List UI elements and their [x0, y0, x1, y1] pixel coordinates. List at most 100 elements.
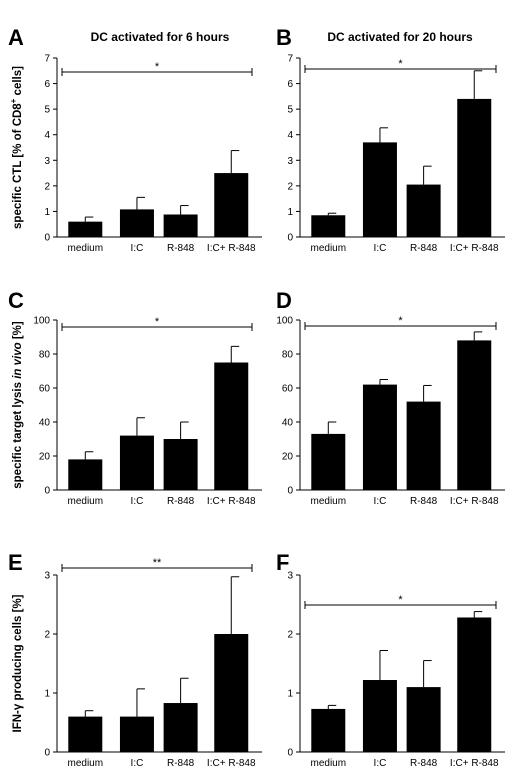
column-title-20h: DC activated for 20 hours: [327, 30, 473, 44]
category-label: I:C+ R-848: [207, 758, 256, 769]
y-tick-label: 0: [287, 233, 293, 244]
y-tick-label: 7: [287, 54, 293, 65]
category-label: I:C+ R-848: [450, 243, 499, 254]
bar: [163, 214, 198, 237]
bar: [214, 634, 249, 752]
y-tick-label: 60: [39, 384, 51, 395]
y-tick-label: 3: [44, 156, 50, 167]
bar: [163, 439, 198, 490]
y-axis-label: IFN-γ producing cells [%]: [12, 594, 24, 732]
bar: [457, 617, 492, 752]
category-label: I:C: [131, 758, 144, 769]
bar: [119, 435, 154, 490]
category-label: I:C: [374, 243, 387, 254]
y-tick-label: 1: [44, 689, 50, 700]
category-label: medium: [311, 243, 347, 254]
y-tick-label: 100: [276, 316, 293, 327]
y-tick-label: 2: [44, 181, 50, 192]
bar: [68, 221, 103, 237]
y-tick-label: 40: [39, 418, 51, 429]
y-tick-label: 80: [39, 350, 51, 361]
panel-A: A 0 1 2 3 4 5 6 7 specific CTL [% of CD8+ cells] m…: [8, 25, 262, 254]
panel-letter: F: [276, 550, 289, 575]
category-label: I:C+ R-848: [450, 758, 499, 769]
y-tick-label: 3: [287, 156, 293, 167]
y-tick-label: 4: [287, 130, 293, 141]
category-label: I:C: [131, 496, 144, 507]
y-tick-label: 40: [282, 418, 294, 429]
category-label: medium: [68, 243, 104, 254]
significance-marker: *: [155, 61, 160, 73]
bar: [68, 716, 103, 752]
panel-letter: C: [8, 288, 24, 313]
y-tick-label: 0: [44, 748, 50, 759]
category-label: R-848: [167, 496, 195, 507]
category-label: I:C+ R-848: [450, 496, 499, 507]
y-tick-label: 20: [39, 452, 51, 463]
y-tick-label: 60: [282, 384, 294, 395]
category-label: medium: [311, 496, 347, 507]
y-tick-label: 0: [44, 233, 50, 244]
category-label: I:C: [374, 496, 387, 507]
bar: [68, 459, 103, 490]
y-tick-label: 5: [44, 105, 50, 116]
y-tick-label: 5: [287, 105, 293, 116]
bar: [119, 716, 154, 752]
y-tick-label: 6: [287, 79, 293, 90]
bar: [457, 98, 492, 238]
category-label: medium: [68, 758, 104, 769]
y-tick-label: 100: [33, 316, 50, 327]
y-tick-label: 3: [287, 571, 293, 582]
category-label: R-848: [410, 243, 438, 254]
y-axis-label: specific target lysis in vivo [%]: [12, 321, 24, 489]
panel-letter: D: [276, 288, 292, 313]
bar: [119, 209, 154, 237]
y-tick-label: 2: [44, 630, 50, 641]
significance-marker: *: [398, 315, 403, 327]
bar: [406, 401, 441, 490]
category-label: R-848: [167, 758, 195, 769]
y-tick-label: 1: [287, 689, 293, 700]
category-label: R-848: [410, 758, 438, 769]
panel-B: B 0 1 2 3 4 5 6 7 medium I:C R-848 I:C+ R-848 *: [276, 25, 505, 254]
significance-marker: **: [153, 557, 162, 569]
bar: [406, 184, 441, 237]
y-tick-label: 1: [44, 207, 50, 218]
panel-F: F 0 1 2 3 medium I:C R-848 I:C+ R-848 *: [276, 550, 505, 769]
bar: [362, 384, 397, 490]
y-tick-label: 4: [44, 130, 50, 141]
bar: [311, 708, 346, 752]
bar: [311, 215, 346, 237]
category-label: R-848: [167, 243, 195, 254]
bar: [214, 362, 249, 490]
bar: [406, 687, 441, 752]
y-tick-label: 1: [287, 207, 293, 218]
y-tick-label: 7: [44, 54, 50, 65]
category-label: I:C+ R-848: [207, 243, 256, 254]
y-tick-label: 2: [287, 181, 293, 192]
column-title-6h: DC activated for 6 hours: [91, 30, 230, 44]
significance-marker: *: [155, 316, 160, 328]
bar: [362, 680, 397, 752]
y-axis-label: specific CTL [% of CD8+ cells]: [9, 66, 24, 229]
bar: [163, 703, 198, 752]
bar: [214, 173, 249, 237]
bar: [311, 433, 346, 490]
y-tick-label: 3: [44, 571, 50, 582]
y-tick-label: 6: [44, 79, 50, 90]
y-tick-label: 0: [44, 486, 50, 497]
category-label: I:C: [131, 243, 144, 254]
y-tick-label: 2: [287, 630, 293, 641]
panel-letter: B: [276, 25, 292, 50]
category-label: I:C+ R-848: [207, 496, 256, 507]
panel-D: D 0 20 40 60 80 100 medium I:C R-848 I:C+ R-848 *: [276, 288, 505, 507]
category-label: I:C: [374, 758, 387, 769]
y-tick-label: 20: [282, 452, 294, 463]
panel-letter: E: [8, 550, 23, 575]
category-label: medium: [311, 758, 347, 769]
category-label: medium: [68, 496, 104, 507]
y-tick-label: 0: [287, 748, 293, 759]
bar: [362, 142, 397, 237]
significance-marker: *: [398, 594, 403, 606]
